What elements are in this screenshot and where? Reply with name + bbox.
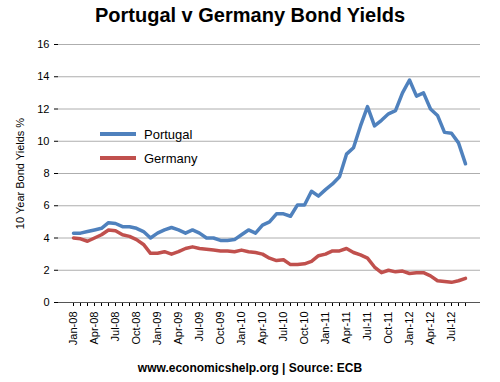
svg-text:Apr-08: Apr-08 <box>88 312 100 345</box>
svg-text:2: 2 <box>43 264 49 276</box>
svg-text:Jan-10: Jan-10 <box>235 312 247 346</box>
svg-text:Jul-11: Jul-11 <box>361 312 373 341</box>
svg-text:Jan-11: Jan-11 <box>319 312 331 345</box>
svg-text:Oct-10: Oct-10 <box>298 312 310 345</box>
svg-text:16: 16 <box>37 38 49 50</box>
svg-text:Apr-09: Apr-09 <box>172 312 184 345</box>
svg-text:10 Year Bond Yields %: 10 Year Bond Yields % <box>14 118 26 230</box>
svg-text:6: 6 <box>43 199 49 211</box>
svg-text:4: 4 <box>43 232 49 244</box>
svg-text:Apr-12: Apr-12 <box>424 312 436 345</box>
svg-text:14: 14 <box>37 70 49 82</box>
svg-text:Oct-09: Oct-09 <box>214 312 226 345</box>
svg-text:Jul-09: Jul-09 <box>193 312 205 342</box>
svg-text:0: 0 <box>43 296 49 308</box>
html-text:www.economicshelp.org | Source: www.economicshelp.org | Source: ECB <box>137 361 363 375</box>
svg-text:Oct-11: Oct-11 <box>382 312 394 344</box>
svg-text:Jan-12: Jan-12 <box>403 312 415 346</box>
svg-text:Apr-10: Apr-10 <box>256 312 268 345</box>
svg-text:12: 12 <box>37 103 49 115</box>
svg-text:Oct-08: Oct-08 <box>130 312 142 345</box>
svg-text:10: 10 <box>37 135 49 147</box>
html-text:Portugal v Germany Bond Yields: Portugal v Germany Bond Yields <box>95 4 405 26</box>
html-text:Germany: Germany <box>144 150 198 166</box>
svg-text:Jul-08: Jul-08 <box>109 312 121 342</box>
svg-text:Apr-11: Apr-11 <box>340 312 352 344</box>
svg-text:Jan-09: Jan-09 <box>151 312 163 346</box>
html-text:Portugal: Portugal <box>144 126 193 142</box>
svg-text:Jul-12: Jul-12 <box>445 312 457 342</box>
svg-text:Jan-08: Jan-08 <box>67 312 79 346</box>
svg-text:Jul-10: Jul-10 <box>277 312 289 342</box>
svg-text:8: 8 <box>43 167 49 179</box>
